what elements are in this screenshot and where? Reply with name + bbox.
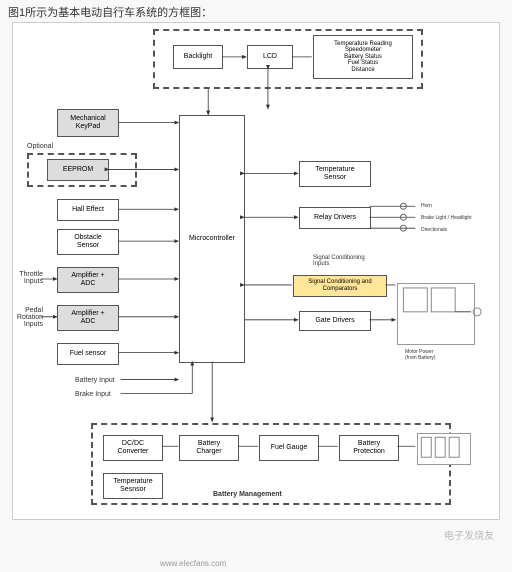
protection-box: Battery Protection	[339, 435, 399, 461]
sig-cond-box: Signal Conditioning and Comparators	[293, 275, 387, 297]
battery-mgmt-title: Battery Management	[213, 491, 282, 498]
motor-power-label: Motor Power (from Battery)	[405, 349, 436, 361]
brake-input-label: Brake Input	[75, 391, 111, 398]
dcdc-box: DC/DC Converter	[103, 435, 163, 461]
relay-box: Relay Drivers	[299, 207, 371, 229]
temp2-box: Temperature Sesnsor	[103, 473, 163, 499]
lcd-box: LCD	[247, 45, 293, 69]
battery-input-label: Battery Input	[75, 377, 115, 384]
optional-label: Optional	[27, 143, 53, 150]
amp1-box: Amplifier + ADC	[57, 267, 119, 293]
logo-text: 电子发烧友	[444, 527, 494, 542]
charger-box: Battery Charger	[179, 435, 239, 461]
microcontroller-box: Microcontroller	[179, 115, 245, 363]
display-info-box: Temperature Reading Speedometer Battery …	[313, 35, 413, 79]
motor-power-box	[397, 283, 475, 345]
relay-dir-label: Directionals	[421, 227, 447, 233]
relay-horn-label: Horn	[421, 203, 432, 209]
relay-brake-label: Brake Light / Headlight	[421, 215, 472, 221]
gate-box: Gate Drivers	[299, 311, 371, 331]
obstacle-box: Obstacle Sensor	[57, 229, 119, 255]
caption-text: 图1所示为基本电动自行车系统的方框图：	[0, 0, 512, 24]
pedal-label: Pedal Rotation Inputs	[7, 307, 43, 328]
amp2-box: Amplifier + ADC	[57, 305, 119, 331]
battery-graphic	[417, 433, 471, 465]
hall-box: Hall Effect	[57, 199, 119, 221]
keypad-box: Mechanical KeyPad	[57, 109, 119, 137]
eeprom-box: EEPROM	[47, 159, 109, 181]
gauge-box: Fuel Gauge	[259, 435, 319, 461]
temp-sensor-box: Temperature Sensor	[299, 161, 371, 187]
sig-cond-label: Signal Conditioning Inputs	[313, 255, 365, 267]
backlight-box: Backlight	[173, 45, 223, 69]
throttle-label: Throttle Inputs	[7, 271, 43, 285]
url-text: www.elecfans.com	[160, 559, 226, 568]
fuel-box: Fuel sensor	[57, 343, 119, 365]
block-diagram: Backlight LCD Temperature Reading Speedo…	[12, 22, 500, 520]
